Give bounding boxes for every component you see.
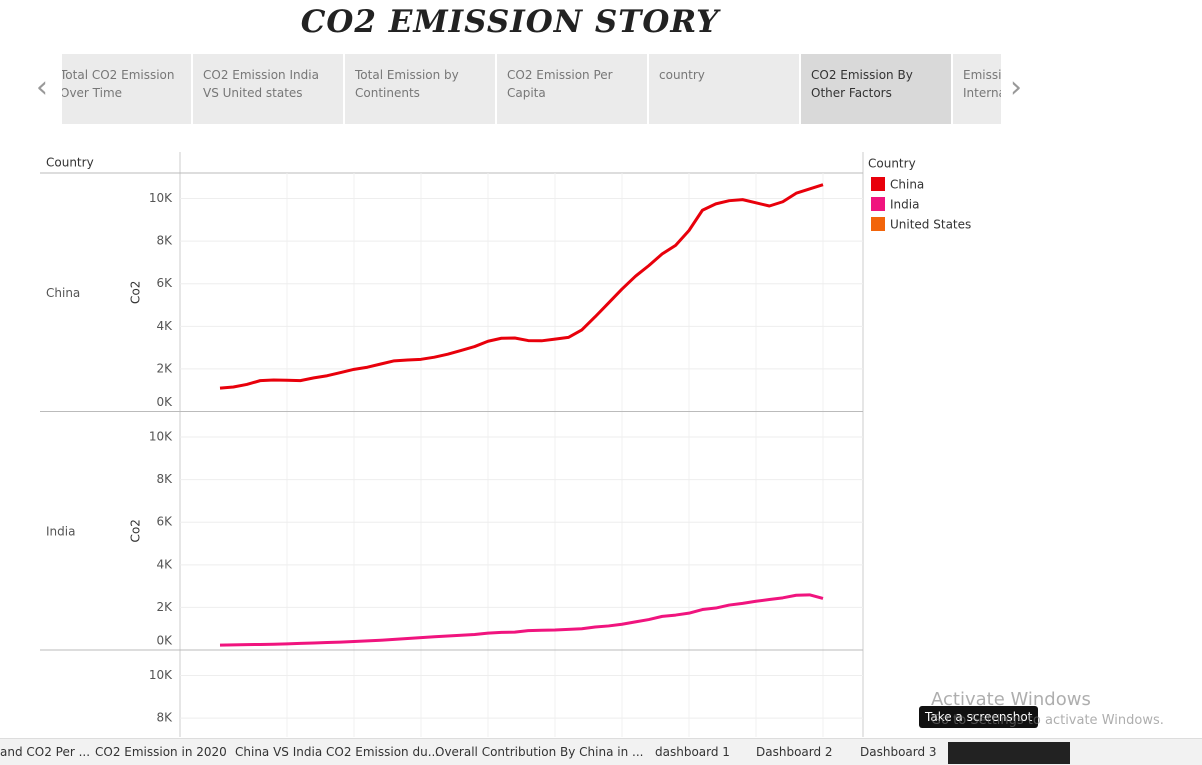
watermark-title: Activate Windows [931,689,1091,710]
plot-area: Country 0K 2K 4K 6K 8K 10K China Co2 0K 2K 4K 6K 8K 1… [40,152,864,737]
y-axis-label: Co2 [129,281,143,304]
sheet-tab[interactable]: Dashboard 2 [756,745,833,759]
sheet-tab[interactable]: CO2 Emission in 2020 [95,745,227,759]
story-point[interactable]: CO2 Emission Per Capita [497,54,647,124]
story-point[interactable]: Emission International [953,54,1001,124]
legend-swatch [871,177,885,191]
y-tick-label: 8K [156,234,173,248]
series-line [219,593,824,647]
y-tick-label: 0K [156,395,173,409]
y-tick-label: 8K [156,711,173,725]
legend-label: China [890,178,924,192]
y-tick-label: 2K [156,361,173,375]
story-point[interactable]: CO2 Emission India VS United states [193,54,343,124]
prev-arrow[interactable]: ‹ [36,70,48,105]
tooltip: Take a screenshot [919,706,1039,728]
y-tick-label: 10K [149,430,173,444]
y-axis-label: Co2 [129,519,143,542]
facet-label: China [46,286,80,300]
y-tick-label: 4K [156,319,173,333]
chart: Country 0K 2K 4K 6K 8K 10K China Co2 0K 2K 4K 6K 8K 1… [40,152,971,737]
story-point[interactable]: CO2 Emission By Other Factors [801,54,951,124]
y-tick-label: 8K [156,472,173,486]
next-arrow[interactable]: › [1010,70,1022,105]
column-header: Country [46,156,94,170]
facet-label: India [46,524,75,538]
legend-label: India [890,198,919,212]
story-point[interactable]: Total Emission by Continents [345,54,495,124]
story-points: Total CO2 Emission Over Time CO2 Emission… [62,54,1001,124]
y-tick-label: 2K [156,600,173,614]
legend-swatch [871,197,885,211]
story-title: CO2 EMISSION STORY [300,4,720,40]
y-tick-label: 10K [149,668,173,682]
legend-swatch [871,217,885,231]
sheet-tab[interactable]: China VS India CO2 Emission du... [235,745,440,759]
sheet-tab[interactable]: Dashboard 3 [860,745,937,759]
story-point[interactable]: Total CO2 Emission Over Time [62,54,191,124]
toolbar[interactable] [948,742,1070,764]
y-tick-label: 10K [149,191,173,205]
y-tick-label: 0K [156,634,173,648]
y-tick-label: 6K [156,515,173,529]
series-line [219,183,824,390]
y-tick-label: 4K [156,557,173,571]
legend-title: Country [868,157,916,171]
legend-label: United States [890,218,971,232]
watermark-subtitle: Go to Settings to activate Windows. [931,713,1164,728]
sheet-tab[interactable]: Overall Contribution By China in ... [435,745,644,759]
story-point[interactable]: country [649,54,799,124]
sheet-tab[interactable]: and CO2 Per ... [0,745,91,759]
y-tick-label: 6K [156,276,173,290]
sheet-tab[interactable]: dashboard 1 [655,745,730,759]
